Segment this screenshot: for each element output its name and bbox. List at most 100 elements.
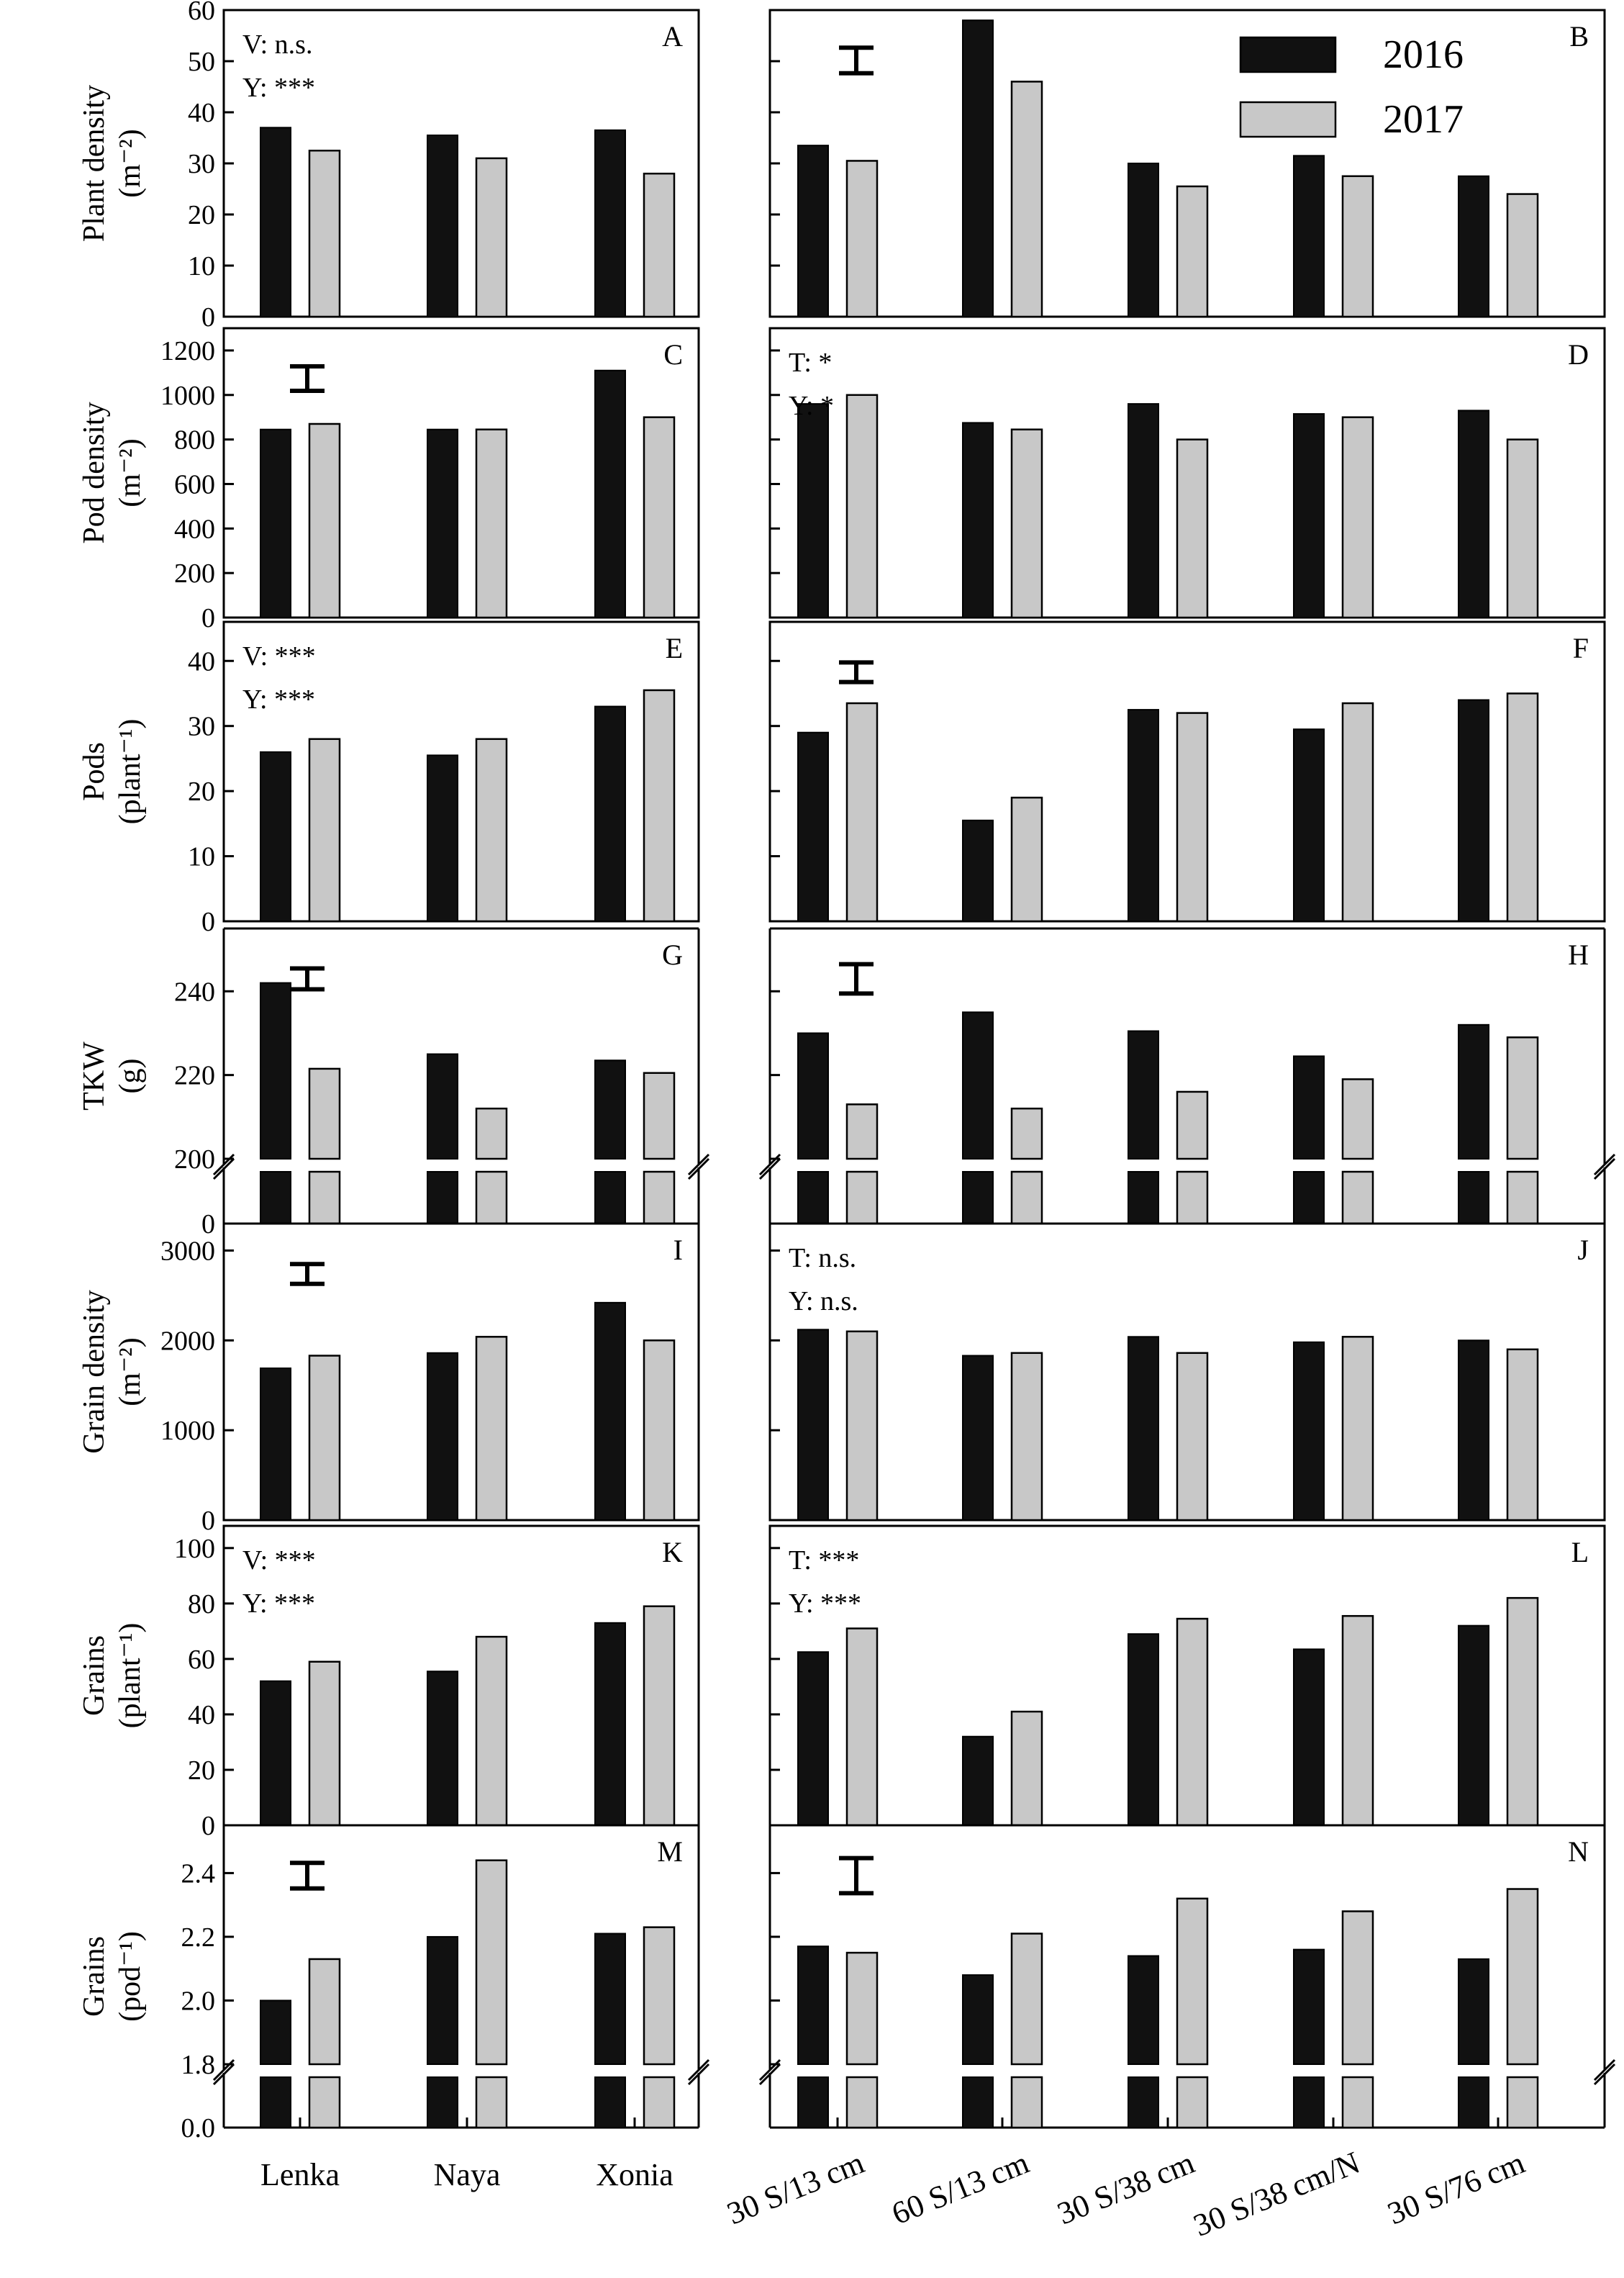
y-tick-label: 10 [188,251,215,281]
bar-2017-A-2 [475,157,508,318]
legend-label: 2017 [1383,97,1464,142]
y-axis-label-line: Plant density [78,85,111,242]
stat-annotation: Y: *** [789,1588,861,1619]
bar-2017-F-3 [1176,712,1209,923]
legend-swatch-2017 [1239,101,1337,138]
bar-2017-B-3 [1176,185,1209,318]
bar-2017-I-2 [475,1336,508,1522]
bar-2016-B-1 [797,145,829,317]
panel-letter: B [1569,20,1589,53]
y-tick-label: 2.4 [181,1858,216,1889]
bar-2017-L-3 [1176,1617,1209,1827]
bar-2016-E-3 [594,705,626,923]
bar-2017-L-4 [1341,1614,1374,1827]
bar-2017-F-5 [1506,692,1539,923]
y-tick-label: 200 [174,1144,215,1175]
bar-2016-B-5 [1458,175,1489,317]
bar-2017-M-3 [643,1926,676,2066]
bar-2016-N-1 [797,1945,829,2066]
bar-2016-M-2 [427,1935,458,2066]
bar-2016-L-5 [1458,1624,1489,1827]
y-tick-label: 30 [188,149,215,179]
y-tick-label: 0 [201,1811,215,1841]
legend-swatch-2016 [1239,36,1337,73]
axis-break-mark [687,2058,710,2082]
bar-2016-C-3 [594,369,626,618]
bar-2016-G-1 [260,982,291,1160]
y-tick-label: 100 [174,1534,215,1564]
bar-2016-H-4 [1293,1055,1325,1160]
bar-2016-I-3 [594,1301,626,1522]
panel-letter: J [1577,1234,1589,1266]
bar-stub-2016-G-2 [427,1171,458,1224]
stat-annotation: V: *** [242,641,316,672]
panel-letter: G [662,939,683,971]
bar-stub-2016-H-5 [1458,1171,1489,1224]
axis-break-mark [758,1157,781,1180]
bar-2017-H-3 [1176,1090,1209,1160]
y-tick-label: 80 [188,1589,215,1619]
axis-break-mark [1593,1153,1616,1176]
bar-stub-2016-G-3 [594,1171,626,1224]
bar-2017-B-2 [1010,81,1043,318]
bar-2017-E-1 [308,738,341,923]
bar-2016-I-2 [427,1352,458,1522]
bar-stub-2016-H-3 [1128,1171,1159,1224]
y-tick-label: 20 [188,777,215,807]
bar-stub-2017-H-5 [1506,1170,1539,1225]
y-tick-label: 40 [188,1700,215,1730]
bar-2017-K-3 [643,1605,676,1827]
panel-A: 0 10 20 30 40 50 60 A V: n.s. Y: *** [188,0,700,333]
bar-2017-C-2 [475,428,508,619]
bar-stub-2017-G-3 [643,1170,676,1225]
row-4: TKW(g) 200 220 240 0 G H [78,927,1616,1239]
bar-2016-F-1 [797,731,829,922]
bar-2016-K-2 [427,1671,458,1826]
y-axis-label-line: Grains [78,1936,111,2017]
legend: 2016 2017 [1239,32,1464,142]
bar-2016-J-5 [1458,1339,1489,1521]
bar-2017-B-1 [845,160,879,318]
y-axis-label-line: (m⁻²) [114,438,147,507]
bar-2016-E-1 [260,751,291,922]
error-bar [290,363,325,394]
axis-break-mark [758,2063,781,2086]
bar-2016-F-5 [1458,699,1489,922]
row-2: Pod density(m⁻²) 0 200 400 600 800 1000 1200 C D T… [78,327,1606,633]
bar-2016-K-3 [594,1622,626,1826]
bar-stub-2016-G-1 [260,1171,291,1224]
bar-2016-A-2 [427,134,458,317]
bar-2016-N-4 [1293,1948,1325,2065]
panel-letter: C [663,338,683,371]
panel-H: H [758,927,1616,1225]
error-bar [839,1856,874,1896]
y-tick-label: 2.2 [181,1922,216,1953]
bar-2016-J-1 [797,1329,829,1521]
y-axis-label-line: Grain density [78,1290,111,1453]
bar-2017-J-2 [1010,1352,1043,1522]
panel-J: J T: n.s. Y: n.s. [768,1222,1606,1522]
bar-2016-M-3 [594,1933,626,2065]
bar-stub-2017-H-4 [1341,1170,1374,1225]
bar-2016-E-2 [427,754,458,923]
bar-2017-A-3 [643,172,676,318]
panel-letter: N [1568,1835,1589,1868]
bar-stub-2017-H-3 [1176,1170,1209,1225]
bar-2017-K-2 [475,1635,508,1827]
bar-2016-A-3 [594,129,626,317]
bar-stub-2016-M-1 [260,2076,291,2128]
y-tick-label: 60 [188,0,215,26]
bar-2017-N-4 [1341,1910,1374,2066]
bar-2016-D-2 [962,422,994,619]
bar-stub-2017-N-1 [845,2076,879,2129]
y-tick-label: 50 [188,47,215,77]
bar-2017-F-2 [1010,796,1043,923]
axis-break-mark [1593,2058,1616,2082]
stat-annotation: Y: n.s. [789,1286,858,1316]
y-axis-label-line: Pods [78,742,111,801]
bar-stub-2016-N-3 [1128,2076,1159,2128]
bar-2017-C-3 [643,416,676,619]
y-tick-label: 0 [201,907,215,937]
panel-E: 0 10 20 30 40 E V: *** Y: *** [188,620,700,937]
bar-2016-N-5 [1458,1958,1489,2065]
